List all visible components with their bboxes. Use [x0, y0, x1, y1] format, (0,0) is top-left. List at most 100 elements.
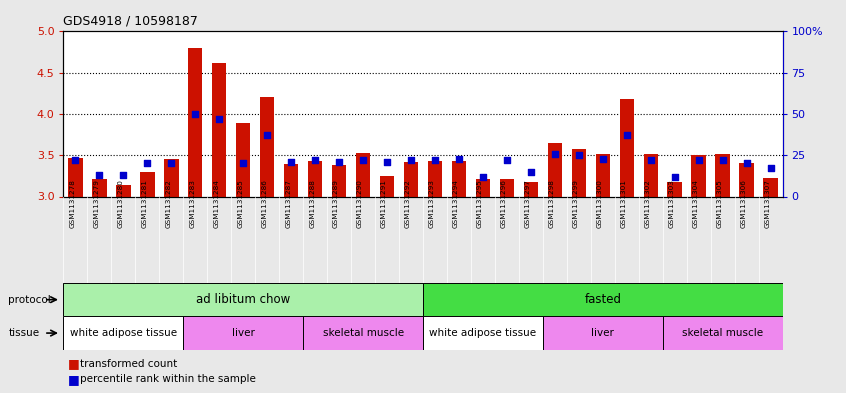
Text: GSM1131304: GSM1131304 [693, 179, 699, 228]
Bar [92, 179, 107, 196]
Bar [308, 161, 322, 196]
Bar [188, 48, 202, 196]
Text: GSM1131278: GSM1131278 [69, 179, 75, 228]
Point [308, 157, 321, 163]
Bar [260, 97, 274, 196]
Bar [404, 162, 418, 196]
Text: liver: liver [591, 328, 614, 338]
Bar [524, 182, 538, 196]
Text: GSM1131302: GSM1131302 [645, 179, 651, 228]
Text: protocol: protocol [8, 295, 52, 305]
Point [284, 159, 298, 165]
Bar [619, 99, 634, 196]
Text: GSM1131281: GSM1131281 [141, 179, 147, 228]
Bar [716, 154, 730, 196]
Bar [500, 179, 514, 196]
Point [716, 157, 729, 163]
Text: GSM1131293: GSM1131293 [429, 179, 435, 228]
Point [596, 155, 609, 162]
Bar [284, 164, 299, 196]
Bar [140, 172, 155, 196]
Text: GSM1131288: GSM1131288 [309, 179, 315, 228]
Text: GSM1131296: GSM1131296 [501, 179, 507, 228]
Text: liver: liver [232, 328, 255, 338]
Text: GSM1131289: GSM1131289 [333, 179, 339, 228]
Text: GSM1131285: GSM1131285 [237, 179, 244, 228]
Point [140, 160, 154, 167]
Bar [763, 178, 777, 196]
Point [212, 116, 226, 122]
Text: fasted: fasted [585, 293, 621, 306]
Text: ad libitum chow: ad libitum chow [196, 293, 290, 306]
Point [548, 151, 562, 157]
Text: GSM1131305: GSM1131305 [717, 179, 722, 228]
Point [117, 172, 130, 178]
Text: skeletal muscle: skeletal muscle [682, 328, 763, 338]
Point [428, 157, 442, 163]
Point [524, 169, 537, 175]
Text: GSM1131292: GSM1131292 [405, 179, 411, 228]
Text: GSM1131294: GSM1131294 [453, 179, 459, 228]
Bar [428, 161, 442, 196]
Point [667, 174, 681, 180]
Text: percentile rank within the sample: percentile rank within the sample [80, 374, 256, 384]
Bar [739, 163, 754, 196]
Bar [547, 143, 562, 196]
FancyBboxPatch shape [303, 316, 423, 350]
Text: GSM1131290: GSM1131290 [357, 179, 363, 228]
FancyBboxPatch shape [63, 316, 184, 350]
FancyBboxPatch shape [662, 316, 783, 350]
Text: ■: ■ [68, 357, 80, 370]
Point [476, 174, 490, 180]
Bar [452, 161, 466, 196]
Point [189, 111, 202, 117]
Text: GSM1131303: GSM1131303 [668, 179, 675, 228]
Bar [691, 155, 706, 196]
Point [69, 157, 82, 163]
Point [92, 172, 106, 178]
Text: GSM1131287: GSM1131287 [285, 179, 291, 228]
Text: tissue: tissue [8, 328, 40, 338]
Bar [164, 160, 179, 196]
Point [620, 132, 634, 139]
Bar [475, 179, 490, 196]
Text: white adipose tissue: white adipose tissue [70, 328, 177, 338]
Text: GSM1131306: GSM1131306 [740, 179, 747, 228]
Bar [644, 154, 658, 196]
Bar [667, 182, 682, 196]
Text: GSM1131286: GSM1131286 [261, 179, 267, 228]
Text: GDS4918 / 10598187: GDS4918 / 10598187 [63, 15, 198, 28]
Text: GSM1131297: GSM1131297 [525, 179, 531, 228]
FancyBboxPatch shape [423, 316, 543, 350]
Bar [236, 123, 250, 196]
Point [764, 165, 777, 172]
Point [452, 155, 465, 162]
Bar [116, 185, 130, 196]
Point [380, 159, 393, 165]
Point [332, 159, 346, 165]
Text: GSM1131279: GSM1131279 [93, 179, 99, 228]
Point [739, 160, 753, 167]
Text: white adipose tissue: white adipose tissue [430, 328, 536, 338]
Text: GSM1131299: GSM1131299 [573, 179, 579, 228]
Text: GSM1131280: GSM1131280 [118, 179, 124, 228]
Bar [212, 63, 227, 196]
Bar [572, 149, 586, 196]
Bar [69, 158, 83, 196]
Text: GSM1131284: GSM1131284 [213, 179, 219, 228]
Point [261, 132, 274, 139]
Point [500, 157, 514, 163]
Point [644, 157, 657, 163]
Bar [356, 153, 371, 196]
Text: GSM1131301: GSM1131301 [621, 179, 627, 228]
FancyBboxPatch shape [184, 316, 303, 350]
Point [356, 157, 370, 163]
Point [236, 160, 250, 167]
Point [692, 157, 706, 163]
Text: GSM1131298: GSM1131298 [549, 179, 555, 228]
Text: GSM1131307: GSM1131307 [765, 179, 771, 228]
Point [572, 152, 585, 158]
FancyBboxPatch shape [543, 316, 662, 350]
Text: GSM1131291: GSM1131291 [381, 179, 387, 228]
Text: GSM1131283: GSM1131283 [190, 179, 195, 228]
